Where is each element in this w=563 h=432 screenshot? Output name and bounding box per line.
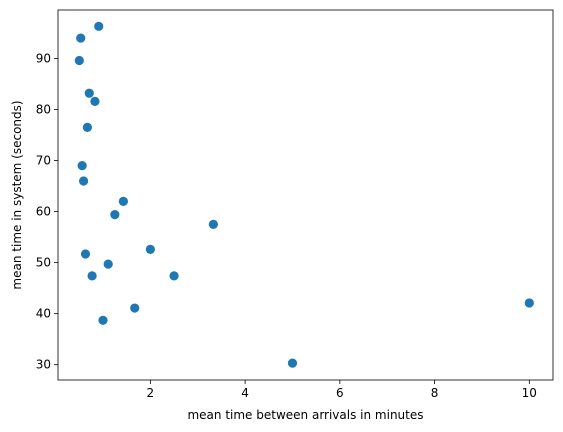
- data-point: [77, 161, 87, 171]
- data-point: [103, 259, 113, 269]
- points-layer: [74, 21, 534, 368]
- data-point: [80, 249, 91, 259]
- data-point: [76, 33, 86, 43]
- data-point: [110, 210, 120, 220]
- data-point: [82, 122, 92, 132]
- data-point: [524, 298, 534, 308]
- data-point: [208, 219, 218, 229]
- data-point: [145, 244, 155, 254]
- y-tick-label: 50: [36, 256, 51, 270]
- data-point: [90, 96, 100, 106]
- data-point: [287, 358, 298, 368]
- data-point: [74, 55, 84, 66]
- plot-frame: [57, 9, 554, 381]
- x-tick-label: 10: [522, 386, 537, 400]
- y-tick-label: 40: [36, 307, 51, 321]
- x-tick-label: 6: [336, 386, 344, 400]
- x-tick-label: 8: [431, 386, 439, 400]
- x-tick-label: 4: [241, 386, 249, 400]
- data-point: [98, 315, 108, 325]
- data-point: [169, 271, 179, 281]
- data-point: [118, 196, 128, 206]
- data-point: [78, 176, 89, 186]
- data-point: [130, 303, 140, 313]
- y-axis-label: mean time in system (seconds): [10, 100, 24, 289]
- y-tick-label: 70: [36, 154, 51, 168]
- y-tick-label: 60: [36, 205, 51, 219]
- x-axis: 2 4 6 8 10: [147, 380, 537, 400]
- y-tick-label: 30: [36, 358, 51, 372]
- data-point: [87, 271, 97, 281]
- y-tick-label: 80: [36, 103, 51, 117]
- y-axis: 30 40 50 60 70 80 90: [36, 51, 58, 372]
- x-axis-label: mean time between arrivals in minutes: [187, 408, 423, 422]
- data-point: [94, 21, 104, 31]
- y-tick-label: 90: [36, 51, 51, 65]
- x-tick-label: 2: [147, 386, 155, 400]
- data-point: [84, 88, 94, 98]
